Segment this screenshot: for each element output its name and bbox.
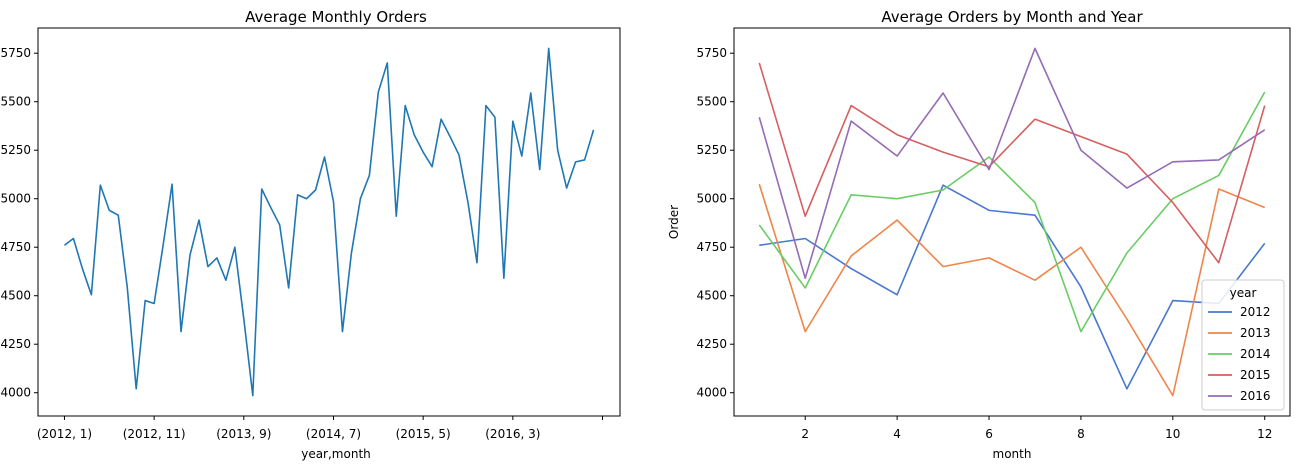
y-axis-label: Order — [667, 205, 681, 239]
y-tick-label: 4500 — [696, 289, 727, 303]
x-axis-label: year,month — [301, 447, 371, 461]
x-tick-label: 4 — [893, 427, 901, 441]
y-tick-label: 5500 — [0, 95, 31, 109]
y-tick-label: 4750 — [0, 240, 31, 254]
x-tick-label: 10 — [1165, 427, 1180, 441]
legend-label: 2013 — [1240, 326, 1271, 340]
series-line — [63, 47, 595, 397]
legend: year 2012 2013 2014 2015 2016 — [1201, 279, 1285, 411]
plot-frame — [733, 27, 1291, 417]
legend-label: 2014 — [1240, 347, 1271, 361]
y-tick-label: 4000 — [696, 386, 727, 400]
y-tick-label: 5250 — [696, 143, 727, 157]
y-tick-label: 5250 — [0, 143, 31, 157]
y-tick-label: 4250 — [0, 337, 31, 351]
average-monthly-orders-chart: Average Monthly Orders year,month 4000 42… — [0, 8, 621, 461]
x-tick-label: (2016, 3) — [485, 427, 540, 441]
series-line-2013 — [758, 183, 1266, 397]
legend-label: 2012 — [1240, 305, 1271, 319]
legend-label: 2015 — [1240, 368, 1271, 382]
y-tick-label: 4500 — [0, 289, 31, 303]
x-tick-label: (2012, 1) — [37, 427, 92, 441]
legend-title: year — [1230, 286, 1257, 300]
series-line-2014 — [758, 91, 1266, 333]
y-tick-label: 5750 — [696, 46, 727, 60]
y-tick-label: 5750 — [0, 46, 31, 60]
y-tick-label: 5000 — [696, 192, 727, 206]
x-tick-label: 12 — [1257, 427, 1272, 441]
legend-label: 2016 — [1240, 389, 1271, 403]
chart-title: Average Monthly Orders — [245, 8, 427, 26]
x-tick-label: 2 — [801, 427, 809, 441]
y-tick-label: 4750 — [696, 240, 727, 254]
x-tick-label: (2014, 7) — [306, 427, 361, 441]
x-tick-label: 8 — [1077, 427, 1085, 441]
y-tick-label: 4250 — [696, 337, 727, 351]
y-tick-label: 4000 — [0, 386, 31, 400]
series-line-2015 — [758, 62, 1266, 264]
plot-frame — [37, 27, 621, 417]
y-tick-label: 5500 — [696, 95, 727, 109]
y-tick-label: 5000 — [0, 192, 31, 206]
chart-title: Average Orders by Month and Year — [881, 8, 1143, 26]
x-tick-label: 6 — [985, 427, 993, 441]
x-tick-label: (2012, 11) — [123, 427, 186, 441]
x-axis-label: month — [993, 447, 1032, 461]
series-line-2012 — [759, 184, 1266, 390]
x-tick-label: (2013, 9) — [216, 427, 271, 441]
series-line-2016 — [758, 47, 1266, 280]
x-tick-label: (2015, 5) — [396, 427, 451, 441]
average-orders-by-month-year-chart: Average Orders by Month and Year month O… — [667, 8, 1291, 461]
